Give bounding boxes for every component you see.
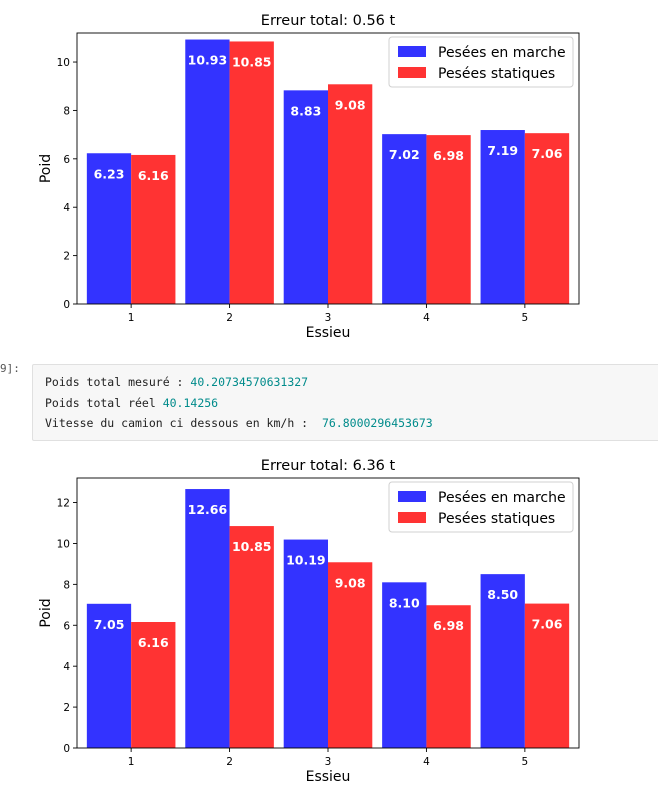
bar-marche-4	[382, 582, 427, 748]
x-tick-label: 3	[325, 312, 332, 324]
chart-svg: Erreur total: 0.56 t 6.23 10.93 8.83 7.02 7.1…	[38, 13, 580, 341]
bar-label: 7.06	[532, 146, 563, 161]
bar-statique-4	[426, 605, 471, 748]
y-tick-label: 8	[63, 105, 70, 117]
legend	[388, 36, 574, 88]
y-tick-label: 10	[57, 57, 70, 69]
legend-label: Pesées en marche	[438, 490, 566, 506]
legend	[388, 481, 574, 533]
x-tick-label: 1	[128, 312, 135, 324]
bar-label: 8.83	[290, 103, 321, 118]
legend-swatch-statique	[398, 67, 426, 78]
legend-swatch-marche	[398, 46, 426, 57]
output-value-vitesse: 76.8000296453673	[321, 416, 433, 430]
legend-swatch-statique	[398, 512, 426, 523]
bar-label: 10.93	[188, 53, 228, 68]
bar-label: 12.66	[188, 502, 228, 517]
output-line-mesure: Poids total mesuré : 40.20734570631327	[45, 375, 309, 389]
y-tick-label: 8	[63, 579, 70, 591]
bar-label: 8.50	[487, 587, 518, 602]
y-tick-label: 12	[57, 498, 70, 510]
bar-marche-2	[185, 489, 230, 748]
bar-statique-5	[524, 133, 570, 304]
y-tick-label: 4	[63, 661, 70, 673]
y-axis-label: Poid	[38, 598, 54, 627]
bar-marche-3	[283, 539, 328, 748]
x-tick-label: 5	[522, 756, 529, 768]
bar-statique-3	[328, 562, 373, 748]
y-tick-label: 6	[63, 154, 70, 166]
output-line-vitesse: Vitesse du camion ci dessous en km/h : 7…	[45, 416, 433, 430]
bar-statique-1	[131, 154, 176, 304]
bar-label: 6.16	[138, 168, 169, 183]
legend-label: Pesées statiques	[438, 66, 555, 82]
bar-label: 7.05	[94, 617, 125, 632]
bar-label: 6.98	[433, 148, 464, 163]
bar-statique-5	[524, 603, 570, 748]
x-tick-label: 1	[128, 756, 135, 768]
chart-title: Erreur total: 6.36 t	[261, 458, 396, 474]
bar-marche-4	[382, 134, 427, 304]
y-tick-label: 4	[63, 202, 70, 214]
x-tick-label: 4	[423, 312, 430, 324]
legend-swatch-marche	[398, 491, 426, 502]
y-tick-label: 2	[63, 251, 70, 263]
chart-svg: Erreur total: 6.36 t 7.05 12.66 10.19 8.10 8.…	[38, 458, 580, 785]
bar-label: 9.08	[335, 575, 366, 590]
output-value-mesure: 40.20734570631327	[190, 375, 309, 389]
y-tick-label: 0	[63, 299, 70, 311]
bar-marche-1	[86, 603, 132, 748]
x-tick-label: 5	[522, 312, 529, 324]
x-axis-label: Essieu	[306, 769, 351, 785]
bar-label: 7.06	[532, 617, 563, 632]
bar-marche-2	[185, 39, 230, 305]
bar-label: 10.85	[232, 54, 272, 69]
x-tick-label: 4	[423, 756, 430, 768]
x-tick-label: 3	[325, 756, 332, 768]
x-axis-label: Essieu	[306, 325, 351, 341]
legend-label: Pesées statiques	[438, 511, 555, 527]
y-tick-label: 10	[57, 538, 70, 550]
bar-marche-1	[86, 153, 132, 304]
chart-essieu-1: Erreur total: 0.56 t 6.23 10.93 8.83 7.02 7.1…	[0, 0, 658, 345]
bar-statique-1	[131, 622, 176, 748]
bar-label: 8.10	[389, 595, 420, 610]
bar-statique-4	[426, 135, 471, 304]
output-prompt: 9]:	[0, 362, 20, 375]
y-tick-label: 6	[63, 620, 70, 632]
y-axis-label: Poid	[38, 154, 54, 183]
chart-essieu-2: Erreur total: 6.36 t 7.05 12.66 10.19 8.10 8.…	[0, 450, 658, 796]
y-tick-label: 2	[63, 702, 70, 714]
bar-label: 10.85	[232, 539, 272, 554]
output-line-reel: Poids total réel 40.14256	[45, 395, 219, 410]
y-tick-label: 0	[63, 743, 70, 755]
bar-statique-2	[229, 41, 274, 304]
bar-label: 7.02	[389, 147, 420, 162]
output-cell: Poids total mesuré : 40.20734570631327 P…	[32, 364, 658, 441]
output-value-reel: 40.14256	[162, 395, 219, 410]
legend-label: Pesées en marche	[438, 45, 566, 61]
x-tick-label: 2	[226, 756, 233, 768]
bar-label: 10.19	[286, 553, 326, 568]
bar-label: 6.98	[433, 618, 464, 633]
bar-label: 6.16	[138, 635, 169, 650]
x-tick-label: 2	[226, 312, 233, 324]
bar-statique-2	[229, 526, 274, 748]
bar-label: 6.23	[94, 166, 125, 181]
bar-marche-5	[480, 574, 525, 748]
bar-statique-3	[328, 84, 373, 305]
bar-label: 9.08	[335, 97, 366, 112]
bar-marche-5	[480, 130, 525, 304]
chart-title: Erreur total: 0.56 t	[261, 13, 396, 29]
bar-marche-3	[283, 90, 328, 304]
bar-label: 7.19	[487, 143, 518, 158]
